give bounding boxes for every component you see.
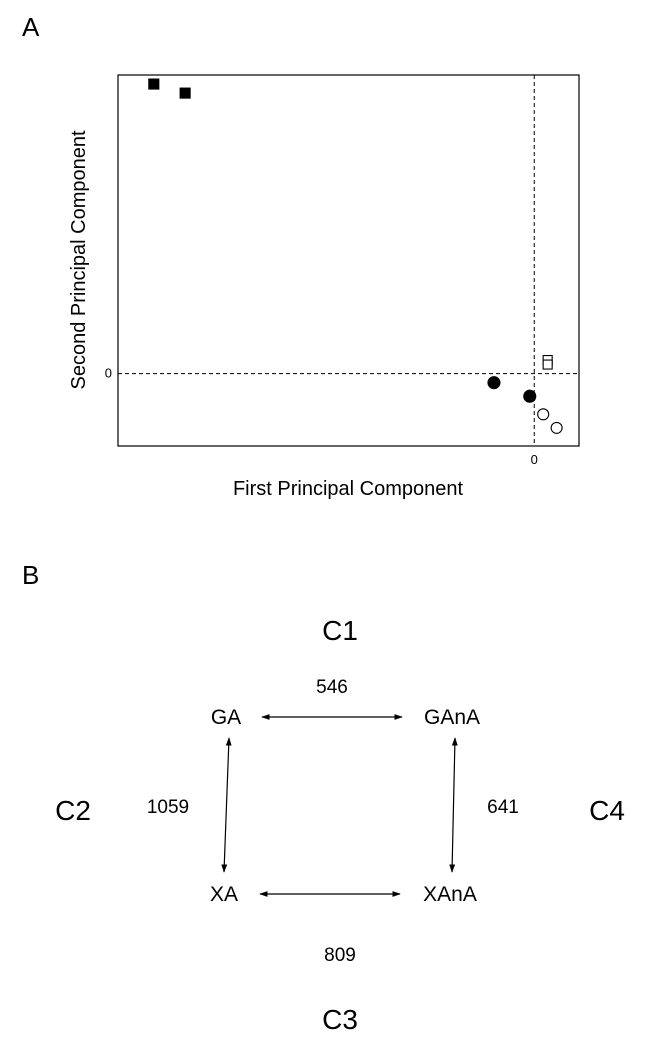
panel-a-label: A: [22, 12, 40, 42]
point-filled-circle-2: [523, 389, 537, 403]
panel-b-label: B: [22, 560, 39, 590]
plot-frame: [117, 74, 580, 447]
edge-left-arrow: [221, 737, 232, 873]
edge-value-left: 1059: [147, 797, 189, 818]
node-xa: XA: [210, 883, 238, 906]
x-axis-title: First Principal Component: [233, 478, 464, 500]
point-filled-square-1: [148, 78, 160, 90]
point-filled-square-2: [179, 87, 191, 99]
edge-value-right: 641: [487, 797, 519, 818]
edge-value-top: 546: [316, 677, 348, 698]
x-tick-label-0: 0: [531, 452, 538, 467]
cluster-label-c1: C1: [322, 615, 358, 646]
y-tick-label-0: 0: [105, 366, 112, 381]
point-open-square-2: [542, 359, 553, 370]
cluster-label-c4: C4: [589, 795, 625, 826]
cluster-label-c3: C3: [322, 1004, 358, 1035]
data-points: [148, 78, 563, 434]
y-axis-title: Second Principal Component: [68, 130, 90, 389]
cluster-label-c2: C2: [55, 795, 91, 826]
node-gana: GAnA: [424, 706, 480, 729]
point-open-circle-1: [537, 408, 550, 421]
edge-value-bottom: 809: [324, 945, 356, 966]
node-xana: XAnA: [423, 883, 477, 906]
point-filled-circle-1: [487, 376, 501, 390]
point-open-circle-2: [550, 421, 563, 434]
cluster-diagram: C1 C2 C3 C4 GA GAnA XA XAnA 546 1059 641…: [55, 615, 625, 1035]
scatter-plot: 0 0 First Principal Component Second Pri…: [68, 74, 580, 500]
edge-right-arrow: [449, 737, 458, 873]
node-ga: GA: [211, 706, 241, 729]
